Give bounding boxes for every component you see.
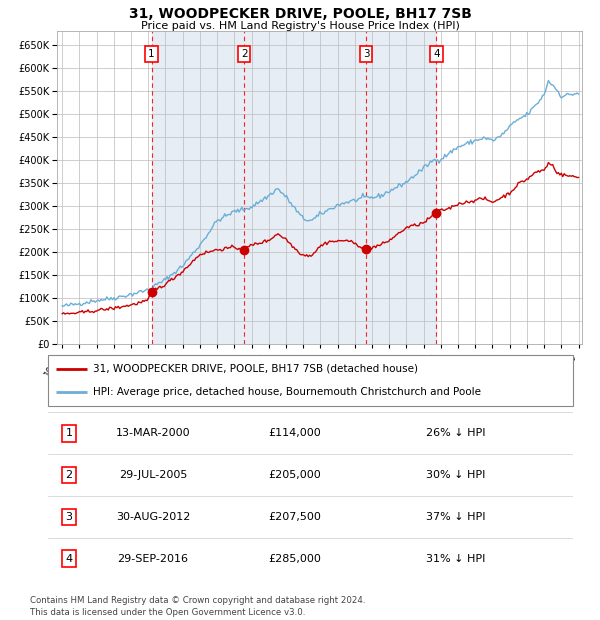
Text: 2: 2: [65, 470, 73, 480]
Text: 31, WOODPECKER DRIVE, POOLE, BH17 7SB (detached house): 31, WOODPECKER DRIVE, POOLE, BH17 7SB (d…: [92, 364, 418, 374]
Text: £207,500: £207,500: [268, 512, 321, 522]
Text: 4: 4: [433, 49, 440, 59]
Text: 3: 3: [65, 512, 73, 522]
Bar: [151, 31, 436, 344]
Text: 1: 1: [148, 49, 155, 59]
Text: Contains HM Land Registry data © Crown copyright and database right 2024.
This d: Contains HM Land Registry data © Crown c…: [30, 596, 365, 617]
Text: 31% ↓ HPI: 31% ↓ HPI: [426, 554, 485, 564]
Text: 2: 2: [241, 49, 247, 59]
Text: 13-MAR-2000: 13-MAR-2000: [116, 428, 190, 438]
Text: 31, WOODPECKER DRIVE, POOLE, BH17 7SB: 31, WOODPECKER DRIVE, POOLE, BH17 7SB: [128, 7, 472, 22]
Text: 3: 3: [363, 49, 370, 59]
Text: 30-AUG-2012: 30-AUG-2012: [116, 512, 190, 522]
Text: HPI: Average price, detached house, Bournemouth Christchurch and Poole: HPI: Average price, detached house, Bour…: [92, 388, 481, 397]
Text: £205,000: £205,000: [268, 470, 321, 480]
Text: Price paid vs. HM Land Registry's House Price Index (HPI): Price paid vs. HM Land Registry's House …: [140, 21, 460, 31]
Text: 4: 4: [65, 554, 73, 564]
Text: 29-SEP-2016: 29-SEP-2016: [118, 554, 188, 564]
Text: 1: 1: [65, 428, 73, 438]
Text: 37% ↓ HPI: 37% ↓ HPI: [426, 512, 485, 522]
Text: 29-JUL-2005: 29-JUL-2005: [119, 470, 187, 480]
Text: 26% ↓ HPI: 26% ↓ HPI: [426, 428, 485, 438]
Text: 30% ↓ HPI: 30% ↓ HPI: [426, 470, 485, 480]
Text: £114,000: £114,000: [268, 428, 321, 438]
Text: £285,000: £285,000: [268, 554, 321, 564]
